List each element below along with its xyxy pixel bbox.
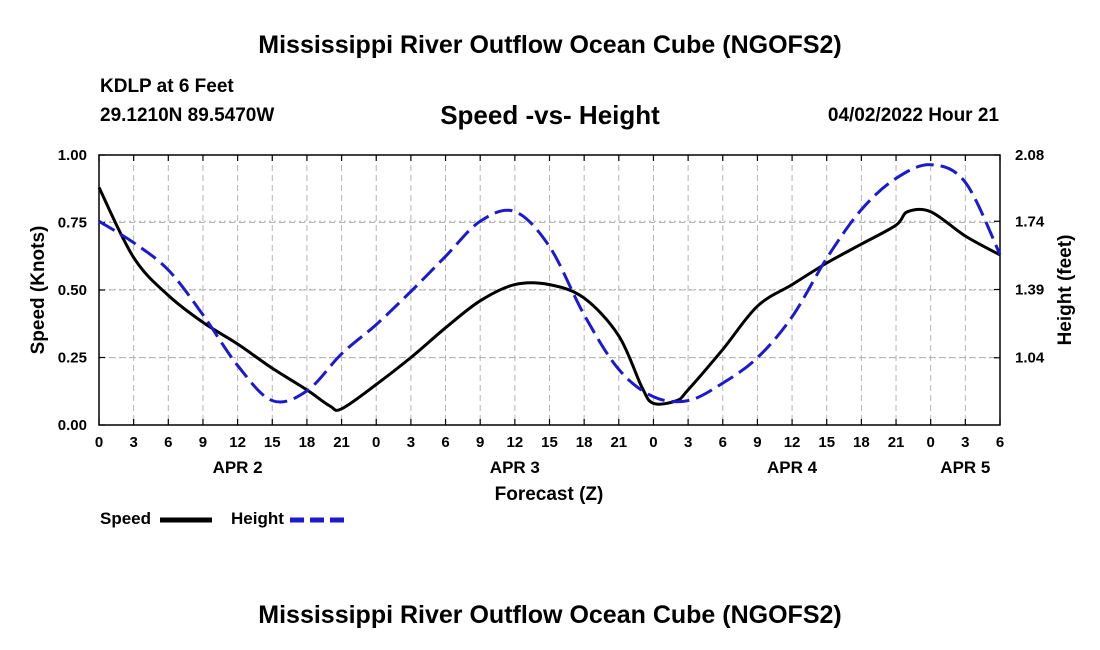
y2-tick-label: 1.04	[1015, 350, 1045, 367]
y-tick-label: 0.50	[58, 282, 87, 299]
series-line-height	[98, 163, 1002, 404]
forecast-datetime: 04/02/2022 Hour 21	[827, 105, 999, 126]
x-tick-label: 9	[476, 434, 484, 451]
x-tick-label: 6	[996, 434, 1004, 451]
x-tick-label: 0	[649, 434, 657, 451]
y2-tick-label: 1.39	[1015, 282, 1044, 299]
x-tick-label: 3	[129, 434, 137, 451]
y-axis-label: Speed (Knots)	[28, 226, 49, 355]
x-tick-label: 9	[753, 434, 761, 451]
x-day-label: APR 5	[940, 458, 990, 477]
x-tick-label: 18	[576, 434, 593, 451]
x-tick-label: 9	[199, 434, 207, 451]
series-layer	[97, 163, 1002, 412]
x-tick-label: 6	[164, 434, 172, 451]
axis-layer: 0 3 6 9 12 15 18 21 0 3 6 9 12 15 18 21 0 3 6 9 12 15 18 21 0 3 6A…	[58, 147, 1045, 477]
x-tick-label: 15	[818, 434, 835, 451]
y2-axis-label: Height (feet)	[1055, 235, 1076, 346]
y-tick-label: 0.75	[58, 215, 87, 232]
x-tick-label: 3	[961, 434, 969, 451]
series-line-speed	[97, 186, 1001, 412]
x-day-label: APR 4	[767, 458, 818, 477]
x-tick-label: 3	[684, 434, 692, 451]
y2-tick-label: 2.08	[1015, 147, 1044, 164]
y-tick-label: 0.00	[58, 417, 87, 434]
chart-main-title: Mississippi River Outflow Ocean Cube (NG…	[258, 31, 842, 59]
x-tick-label: 12	[784, 434, 801, 451]
x-tick-label: 21	[888, 434, 905, 451]
grid-layer	[99, 154, 1000, 425]
x-tick-label: 12	[507, 434, 524, 451]
station-coordinates: 29.1210N 89.5470W	[100, 105, 275, 126]
chart-subtitle: Speed -vs- Height	[440, 100, 660, 130]
x-tick-label: 3	[407, 434, 415, 451]
footer-title: Mississippi River Outflow Ocean Cube (NG…	[258, 601, 842, 629]
x-tick-label: 6	[719, 434, 727, 451]
y-tick-label: 0.25	[58, 350, 87, 367]
x-tick-label: 21	[610, 434, 627, 451]
legend-speed-label: Speed	[100, 509, 152, 528]
x-tick-label: 21	[333, 434, 350, 451]
x-tick-label: 15	[541, 434, 558, 451]
y-tick-label: 1.00	[58, 147, 87, 164]
station-label: KDLP at 6 Feet	[100, 76, 234, 97]
x-day-label: APR 3	[490, 458, 540, 477]
x-day-label: APR 2	[213, 458, 263, 477]
x-tick-label: 18	[299, 434, 316, 451]
x-tick-label: 18	[853, 434, 870, 451]
x-tick-label: 15	[264, 434, 281, 451]
x-tick-label: 12	[229, 434, 246, 451]
x-tick-label: 0	[95, 434, 103, 451]
x-tick-label: 0	[927, 434, 935, 451]
y2-tick-label: 1.74	[1015, 213, 1045, 230]
x-axis-label: Forecast (Z)	[495, 484, 604, 505]
x-tick-label: 6	[441, 434, 449, 451]
legend-height-label: Height	[231, 509, 284, 528]
x-tick-label: 0	[372, 434, 380, 451]
